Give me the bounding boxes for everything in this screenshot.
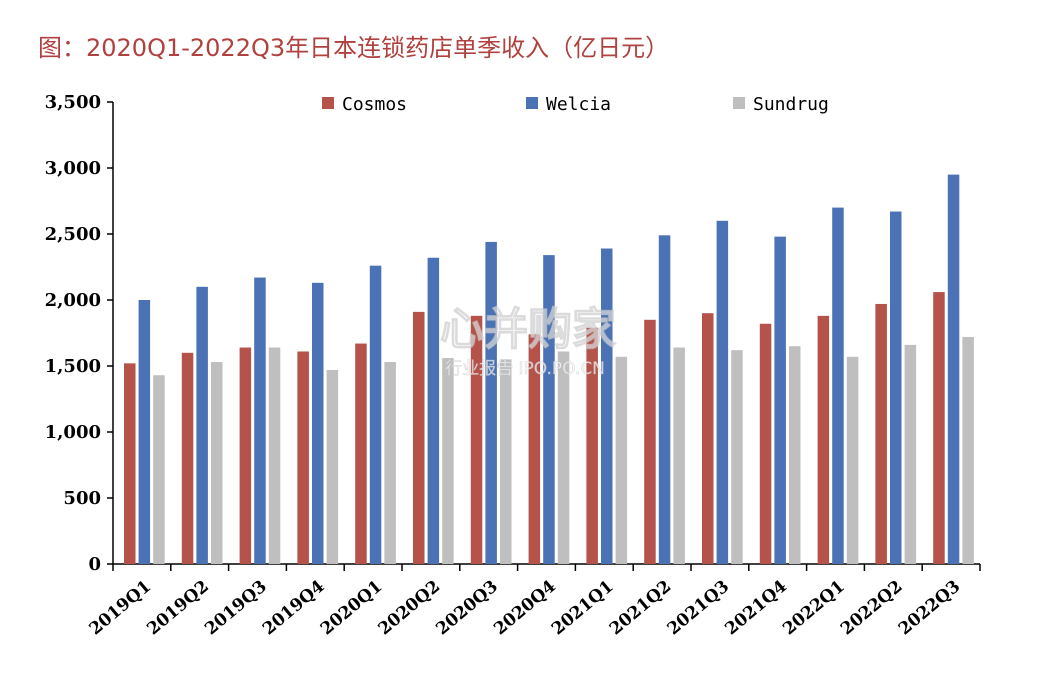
- bar-sundrug: [731, 350, 743, 564]
- x-tick-label: 2019Q1: [86, 577, 156, 640]
- legend-label-cosmos: Cosmos: [342, 94, 407, 115]
- y-tick-label: 2,000: [45, 290, 101, 311]
- bar-sundrug: [615, 356, 628, 564]
- x-tick-label: 2019Q2: [143, 577, 213, 640]
- y-tick-label: 0: [88, 554, 101, 575]
- bar-welcia: [254, 277, 266, 564]
- bar-sundrug: [789, 346, 801, 564]
- bar-cosmos: [355, 343, 367, 564]
- bar-welcia: [774, 236, 786, 564]
- bar-sundrug: [211, 362, 223, 564]
- bar-cosmos: [181, 352, 194, 564]
- x-tick-label: 2020Q2: [375, 577, 445, 640]
- bar-sundrug: [846, 356, 859, 564]
- x-tick-label: 2022Q2: [837, 577, 907, 640]
- x-tick-label: 2021Q3: [664, 577, 734, 640]
- bar-sundrug: [557, 351, 570, 564]
- x-tick-label: 2021Q2: [606, 577, 676, 640]
- watermark: 心并购家 行业报告 IPO.PO.CN: [439, 303, 616, 379]
- bar-cosmos: [875, 303, 887, 564]
- y-tick-label: 2,500: [45, 224, 101, 245]
- chart-title: 图：2020Q1-2022Q3年日本连锁药店单季收入（亿日元）: [38, 34, 670, 62]
- x-tick-label: 2020Q1: [317, 577, 387, 640]
- bar-welcia: [427, 257, 440, 564]
- bar-sundrug: [500, 359, 512, 564]
- bar-cosmos: [702, 313, 714, 564]
- y-tick-label: 1,000: [45, 422, 101, 443]
- bar-sundrug: [962, 336, 974, 564]
- x-tick-label: 2022Q1: [779, 577, 849, 640]
- bar-sundrug: [268, 347, 281, 564]
- bar-cosmos: [644, 319, 656, 564]
- bar-welcia: [658, 235, 671, 564]
- legend-swatch-welcia: [526, 97, 538, 109]
- y-tick-label: 1,500: [45, 356, 101, 377]
- bar-welcia: [138, 300, 151, 564]
- x-tick-label: 2021Q4: [721, 576, 791, 639]
- bar-welcia: [890, 211, 902, 564]
- bar-cosmos: [528, 334, 541, 564]
- bar-welcia: [312, 282, 324, 564]
- bar-cosmos: [933, 292, 945, 564]
- bar-welcia: [947, 174, 960, 564]
- bar-cosmos: [297, 351, 309, 564]
- bar-cosmos: [470, 315, 483, 564]
- legend-label-sundrug: Sundrug: [753, 94, 829, 115]
- bar-sundrug: [153, 375, 165, 564]
- bar-welcia: [832, 207, 844, 564]
- bar-welcia: [369, 265, 382, 564]
- y-tick-label: 3,500: [45, 92, 101, 113]
- bar-cosmos: [124, 363, 136, 564]
- x-axis: 2019Q12019Q22019Q32019Q42020Q12020Q22020…: [86, 563, 981, 640]
- bar-cosmos: [759, 323, 772, 564]
- y-tick-label: 3,000: [45, 158, 101, 179]
- bar-sundrug: [326, 369, 339, 564]
- x-tick-label: 2019Q4: [259, 576, 329, 639]
- x-tick-label: 2022Q3: [895, 577, 965, 640]
- y-axis: 0 500 1,000 1,500 2,000 2,500 3,000 3,500: [45, 92, 114, 575]
- bar-sundrug: [384, 362, 396, 564]
- bar-cosmos: [239, 347, 252, 564]
- bar-sundrug: [673, 347, 685, 564]
- watermark-sub: 行业报告 IPO.PO.CN: [445, 359, 605, 379]
- bar-sundrug: [442, 358, 454, 564]
- bar-cosmos: [817, 315, 830, 564]
- x-tick-label: 2021Q1: [548, 577, 618, 640]
- bar-sundrug: [904, 344, 917, 564]
- legend: Cosmos Welcia Sundrug: [322, 94, 829, 115]
- x-tick-label: 2020Q4: [490, 576, 560, 639]
- bar-welcia: [196, 286, 208, 564]
- bar-welcia: [485, 241, 497, 565]
- legend-swatch-sundrug: [733, 97, 745, 109]
- watermark-main: 心并购家: [440, 304, 616, 355]
- legend-label-welcia: Welcia: [546, 94, 611, 115]
- legend-swatch-cosmos: [322, 97, 334, 109]
- x-tick-label: 2020Q3: [432, 577, 502, 640]
- bar-cosmos: [586, 327, 598, 564]
- bar-welcia: [716, 220, 729, 565]
- x-tick-label: 2019Q3: [201, 577, 271, 640]
- bar-welcia: [543, 255, 555, 564]
- y-tick-label: 500: [63, 488, 101, 509]
- bars: [124, 174, 974, 565]
- bar-welcia: [601, 248, 613, 564]
- bar-cosmos: [413, 311, 425, 564]
